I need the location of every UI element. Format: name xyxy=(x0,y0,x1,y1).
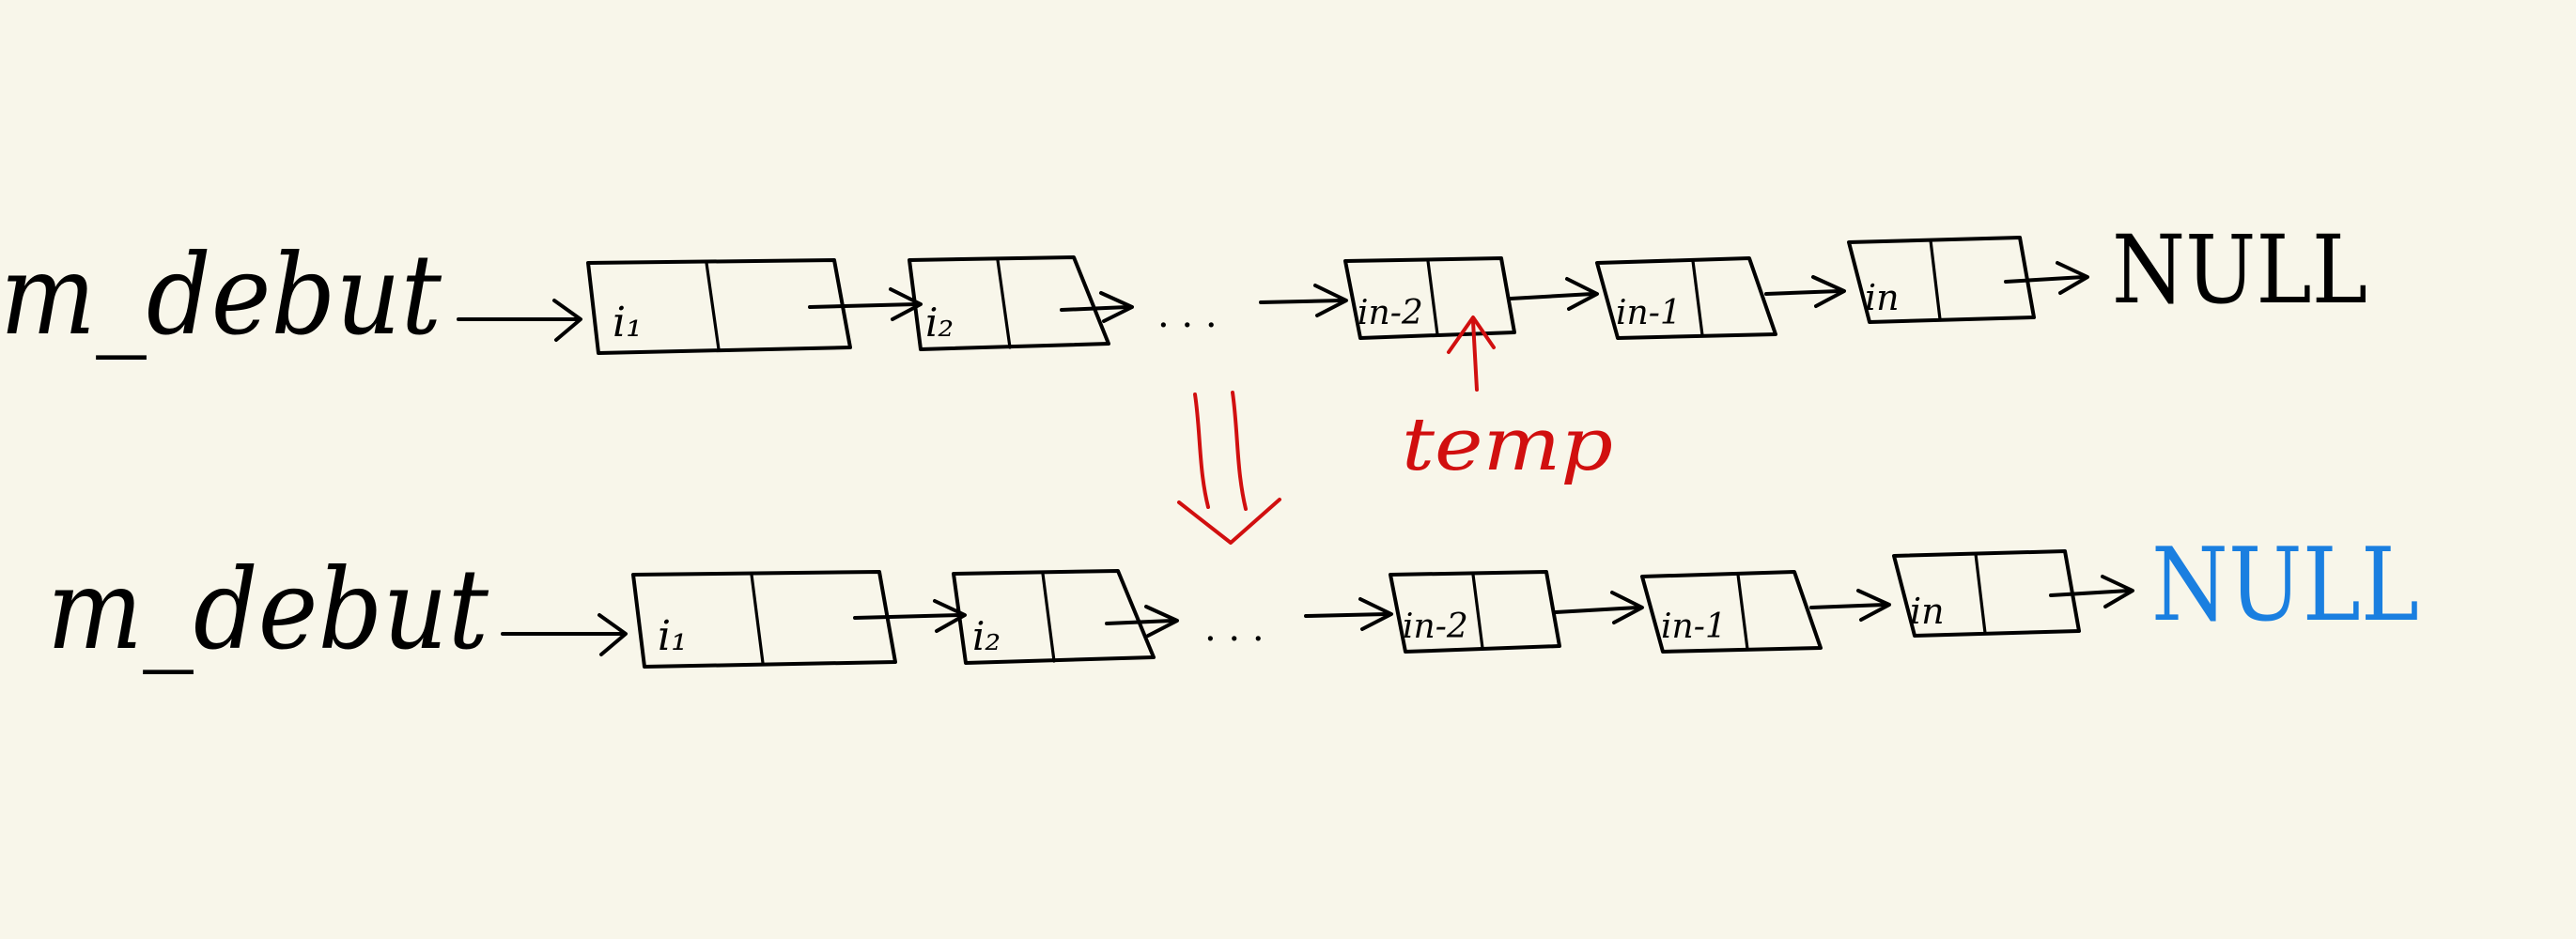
arrow xyxy=(853,599,967,633)
ellipsis: . . . xyxy=(1157,293,1218,336)
arrow xyxy=(1259,284,1348,317)
arrow xyxy=(2049,575,2134,608)
list-node: i₁ xyxy=(586,258,852,355)
node-value: i₁ xyxy=(613,299,643,346)
node-value: i₂ xyxy=(925,300,954,346)
node-value: in xyxy=(1865,277,1900,318)
arrow xyxy=(1509,277,1599,311)
list-node: in-2 xyxy=(1343,256,1516,340)
node-value: i₂ xyxy=(972,613,1001,659)
node-value: in xyxy=(1910,591,1945,632)
list-node: in xyxy=(1892,549,2081,638)
arrow xyxy=(1105,605,1179,638)
node-value: in-1 xyxy=(1661,608,1727,646)
null-terminator: NULL xyxy=(2151,527,2419,644)
row-after: m_debut i₁ i₂ . . . xyxy=(47,527,2419,674)
list-node: in-2 xyxy=(1389,570,1561,654)
list-node: in-1 xyxy=(1640,570,1823,654)
arrow xyxy=(1554,591,1644,624)
null-terminator: NULL xyxy=(2112,215,2367,325)
arrow xyxy=(1809,589,1891,622)
list-node: in-1 xyxy=(1595,256,1777,340)
node-value: in-2 xyxy=(1358,294,1423,332)
arrow xyxy=(1304,597,1393,631)
list-node: in xyxy=(1847,236,2036,324)
arrow xyxy=(501,613,628,656)
head-pointer-label: m_debut xyxy=(0,230,442,360)
arrow xyxy=(1764,275,1846,308)
temp-label: temp xyxy=(1402,403,1613,487)
arrow xyxy=(2004,261,2089,295)
row-before: m_debut i₁ i₂ . . . xyxy=(0,215,2367,360)
list-node: i₂ xyxy=(952,569,1156,665)
list-node: i₁ xyxy=(631,570,897,669)
temp-annotation: temp xyxy=(1402,316,1613,487)
list-node: i₂ xyxy=(908,255,1110,351)
arrow xyxy=(1060,291,1134,323)
arrow xyxy=(457,299,582,342)
up-arrow-icon xyxy=(1447,316,1496,392)
node-value: i₁ xyxy=(658,612,688,660)
arrow xyxy=(808,287,923,321)
ellipsis: . . . xyxy=(1204,607,1265,650)
double-down-arrow-icon xyxy=(1177,391,1281,545)
node-value: in-1 xyxy=(1616,294,1682,332)
head-pointer-label: m_debut xyxy=(47,545,489,674)
node-value: in-2 xyxy=(1403,608,1468,646)
